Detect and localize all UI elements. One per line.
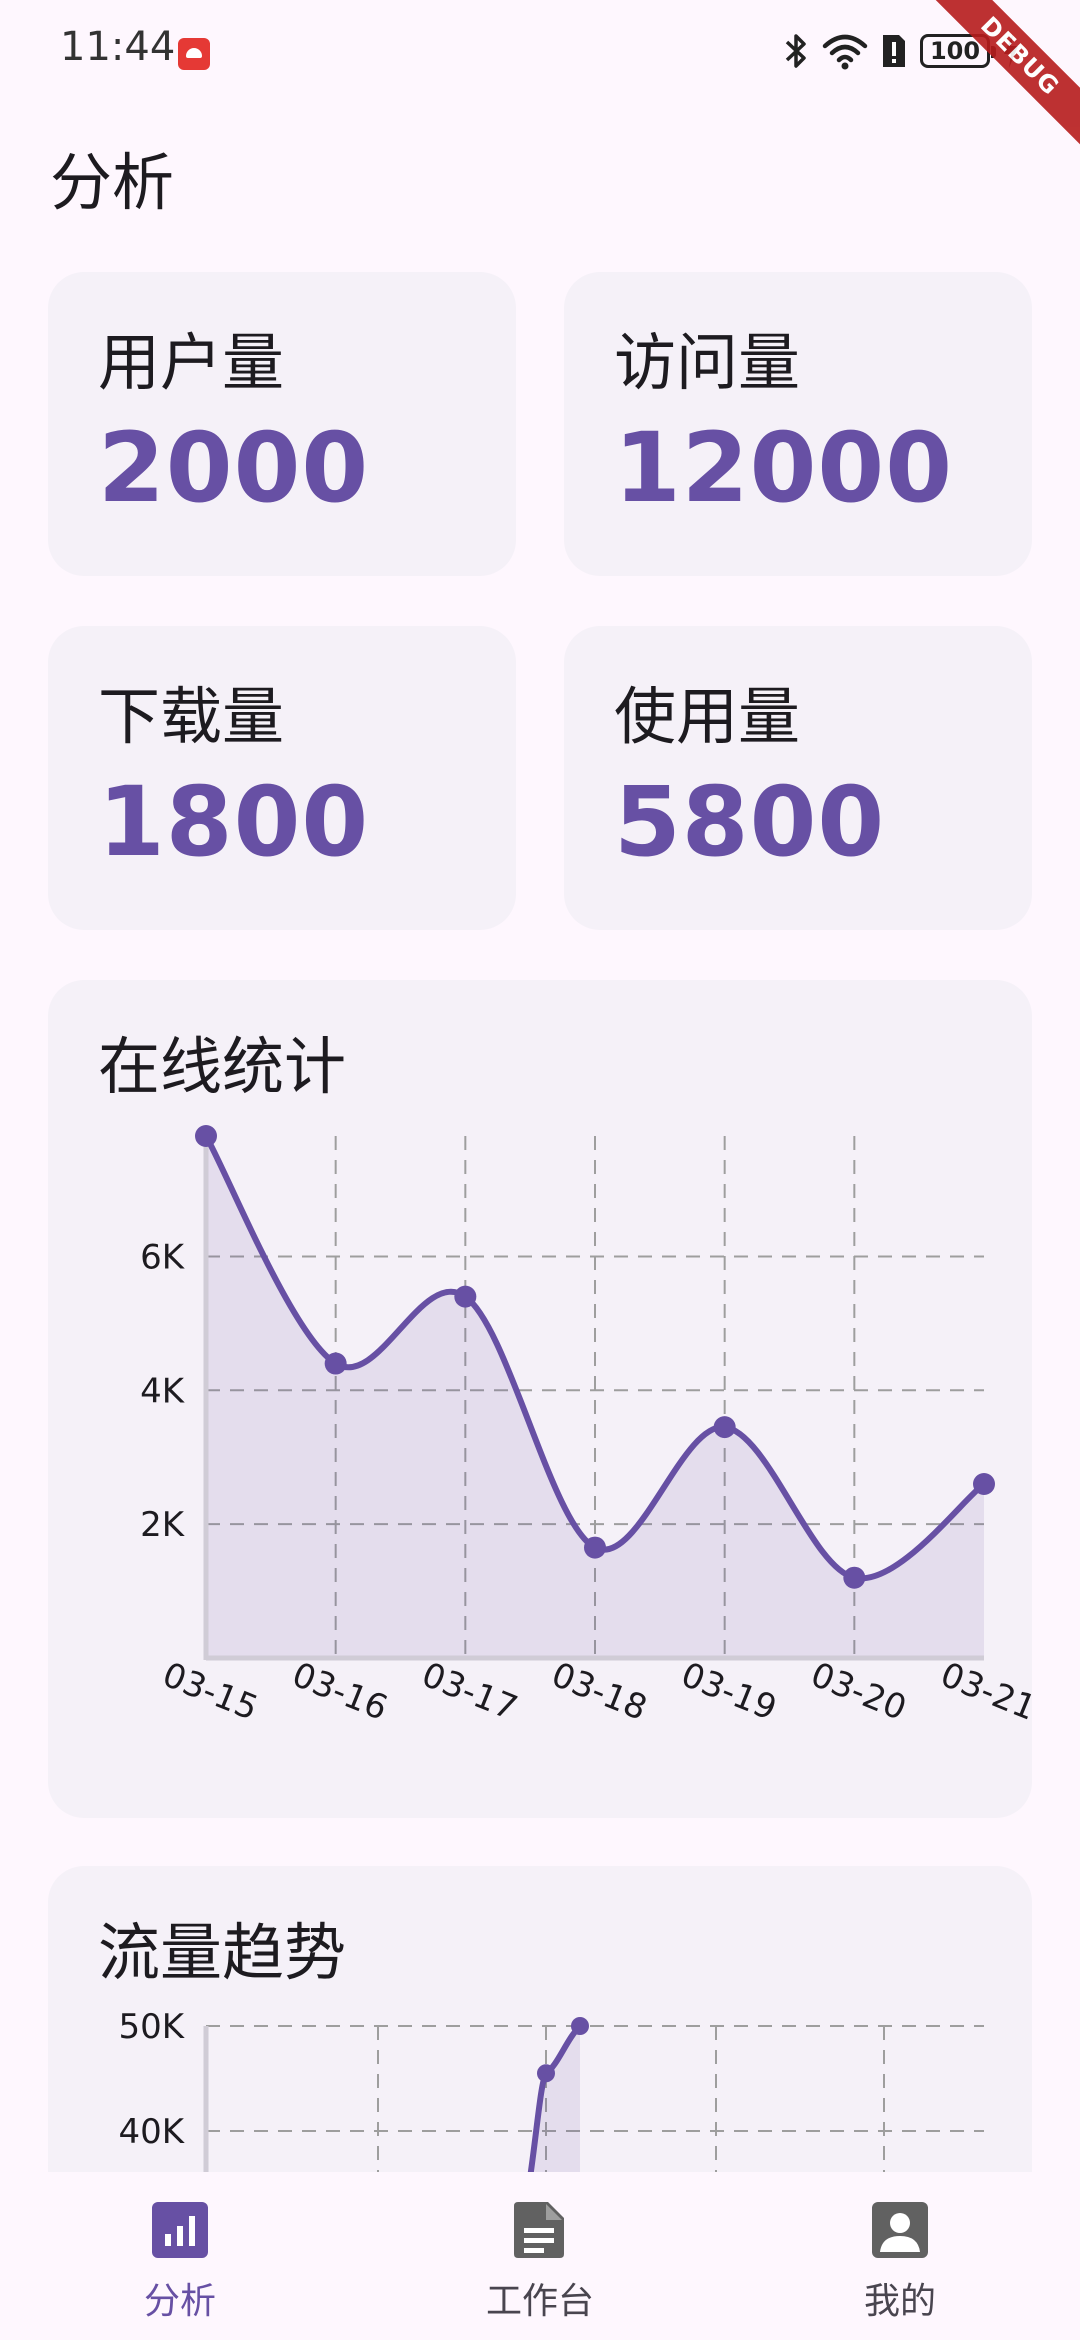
status-bar: 11:44 100 DEBUG [0, 0, 1080, 177]
data-point [454, 1285, 477, 1308]
nav-label: 分析 [143, 2281, 216, 2322]
online-stats-card: 在线统计 2K 4K 6K 03-15 03-16 03-17 03-18 03-19 03-2… [48, 980, 1041, 1818]
stat-label: 用户量 [98, 326, 285, 399]
sim-alert-icon [883, 35, 905, 67]
data-point [324, 1352, 347, 1375]
x-tick-label: 03-18 [546, 1655, 653, 1729]
y-tick-label: 6K [140, 1237, 186, 1277]
stat-label: 下载量 [98, 680, 285, 753]
data-point [713, 1416, 736, 1439]
nav-item-analysis[interactable]: 分析 [30, 2172, 330, 2340]
stat-card-users: 用户量 2000 [48, 272, 516, 576]
page-title: 分析 [50, 146, 175, 219]
nav-item-profile[interactable]: 我的 [750, 2172, 1050, 2340]
x-tick-label: 03-20 [805, 1655, 912, 1729]
bar-chart-icon [152, 2202, 208, 2258]
data-point [584, 1536, 606, 1559]
app-notification-icon [178, 38, 210, 70]
wifi-icon [822, 34, 868, 70]
stat-value: 5800 [614, 766, 886, 878]
stat-value: 1800 [98, 766, 370, 878]
data-point [537, 2064, 555, 2083]
bottom-navigation: 分析 工作台 我的 [0, 2172, 1080, 2340]
stat-label: 访问量 [614, 326, 801, 399]
nav-label: 工作台 [485, 2281, 594, 2322]
data-point [195, 1125, 217, 1147]
document-icon [514, 2202, 564, 2258]
x-tick-label: 03-16 [286, 1655, 393, 1729]
data-point [973, 1473, 995, 1495]
stat-label: 使用量 [614, 680, 801, 753]
stat-value: 2000 [98, 412, 370, 524]
stat-card-usage: 使用量 5800 [564, 626, 1032, 930]
stat-value: 12000 [614, 412, 953, 524]
x-tick-label: 03-15 [157, 1655, 264, 1729]
y-tick-label: 2K [140, 1505, 186, 1545]
status-time: 11:44 [60, 24, 176, 70]
y-tick-label: 50K [118, 2007, 185, 2047]
x-tick-label: 03-21 [935, 1655, 1042, 1729]
nav-item-workbench[interactable]: 工作台 [390, 2172, 690, 2340]
stat-card-downloads: 下载量 1800 [48, 626, 516, 930]
x-tick-label: 03-17 [416, 1655, 523, 1729]
account-box-icon [872, 2202, 928, 2258]
bluetooth-icon [785, 34, 806, 68]
data-point [571, 2017, 589, 2035]
stat-card-visits: 访问量 12000 [564, 272, 1032, 576]
data-point [843, 1566, 866, 1589]
x-tick-label: 03-19 [675, 1655, 782, 1729]
chart-title: 在线统计 [98, 1030, 347, 1103]
chart-title: 流量趋势 [98, 1916, 347, 1989]
online-stats-chart: 2K 4K 6K 03-15 03-16 03-17 03-18 03-19 03-20 03-2… [140, 1125, 1041, 1729]
nav-label: 我的 [863, 2281, 936, 2322]
y-tick-label: 4K [140, 1371, 186, 1411]
area-fill [206, 1136, 984, 1658]
y-tick-label: 40K [118, 2112, 185, 2152]
battery-level: 100 [929, 37, 981, 65]
